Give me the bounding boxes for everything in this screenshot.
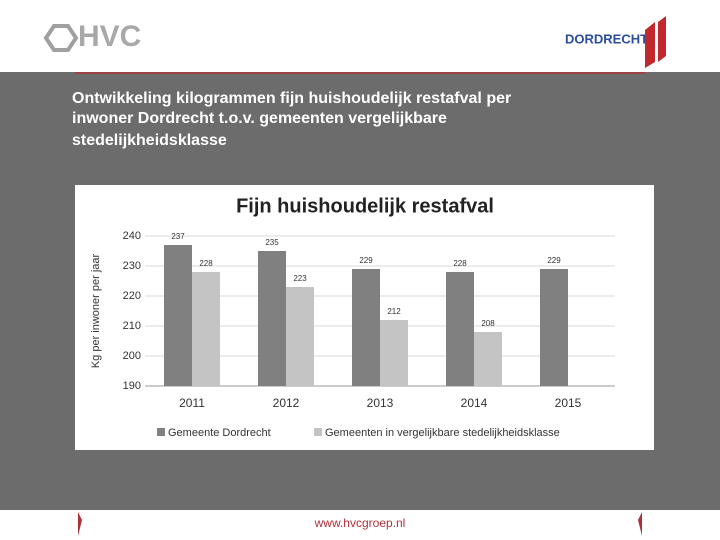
data-label: 237 [171, 232, 185, 241]
y-tick-label: 240 [123, 230, 141, 242]
y-tick-label: 190 [123, 380, 141, 392]
slide-title: inwoner Dordrecht t.o.v. gemeenten verge… [72, 110, 447, 127]
slide-title: Ontwikkeling kilogrammen fijn huishoudel… [72, 90, 511, 107]
data-label: 235 [265, 238, 279, 247]
data-label: 229 [547, 256, 561, 265]
data-label: 223 [293, 274, 307, 283]
bar [352, 269, 380, 386]
bar [164, 245, 192, 386]
right-logo: DORDRECHT [565, 31, 648, 46]
x-tick-label: 2014 [461, 396, 488, 410]
footer-url: www.hvcgroep.nl [314, 516, 406, 530]
x-tick-label: 2013 [367, 396, 394, 410]
legend-swatch [314, 428, 322, 436]
legend-label: Gemeente Dordrecht [168, 427, 271, 439]
bar [380, 320, 408, 386]
x-tick-label: 2011 [179, 396, 205, 410]
hvc-icon [43, 24, 79, 52]
legend-label: Gemeenten in vergelijkbare stedelijkheid… [325, 427, 560, 439]
y-tick-label: 210 [123, 320, 141, 332]
y-tick-label: 220 [123, 290, 141, 302]
right-logo-icon [645, 16, 666, 68]
x-tick-label: 2012 [273, 396, 300, 410]
slide-title: stedelijkheidsklasse [72, 132, 227, 149]
bar [258, 251, 286, 386]
y-axis-label: Kg per inwoner per jaar [90, 253, 102, 368]
footer-mark [638, 512, 642, 536]
data-label: 208 [481, 319, 495, 328]
bar [474, 332, 502, 386]
footer-band [0, 510, 720, 540]
x-tick-label: 2015 [555, 396, 582, 410]
legend-swatch [157, 428, 165, 436]
data-label: 228 [453, 259, 467, 268]
bar [540, 269, 568, 386]
left-logo: HVC [78, 20, 141, 53]
data-label: 229 [359, 256, 373, 265]
y-tick-label: 200 [123, 350, 141, 362]
y-tick-label: 230 [123, 260, 141, 272]
header-band [0, 0, 720, 72]
data-label: 228 [199, 259, 213, 268]
bar [286, 287, 314, 386]
bar [192, 272, 220, 386]
bar [446, 272, 474, 386]
data-label: 212 [387, 307, 401, 316]
footer-mark [78, 512, 82, 536]
chart-title: Fijn huishoudelijk restafval [236, 195, 494, 217]
